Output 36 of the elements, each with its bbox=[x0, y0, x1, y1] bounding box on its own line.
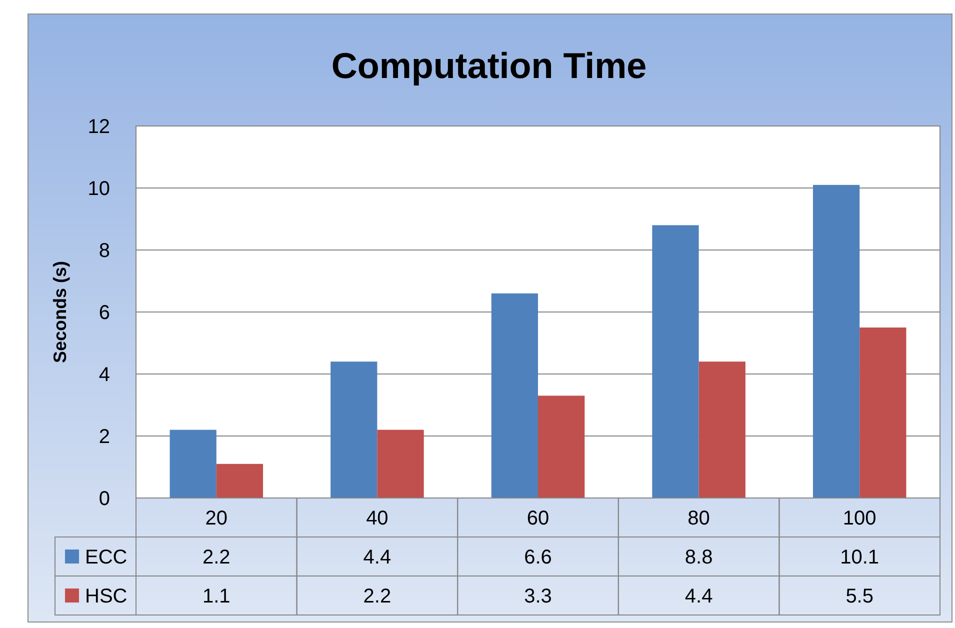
y-axis-title: Seconds (s) bbox=[50, 260, 70, 364]
data-label: 8.8 bbox=[684, 546, 713, 568]
bar bbox=[330, 362, 378, 498]
data-label: 4.4 bbox=[363, 546, 392, 568]
data-label: 2.2 bbox=[202, 546, 230, 568]
y-tick-label: 2 bbox=[98, 426, 110, 448]
bar bbox=[170, 430, 216, 498]
legend-label: ECC bbox=[85, 546, 128, 568]
x-tick-label: 100 bbox=[842, 508, 876, 530]
y-tick-label: 8 bbox=[98, 240, 110, 262]
x-tick-label: 60 bbox=[526, 508, 550, 530]
y-tick-label: 10 bbox=[88, 178, 110, 200]
x-tick-label: 40 bbox=[366, 508, 388, 530]
bar bbox=[377, 430, 424, 498]
bar bbox=[491, 293, 538, 498]
y-tick-label: 12 bbox=[88, 116, 110, 138]
bar bbox=[812, 184, 860, 498]
data-label: 4.4 bbox=[684, 586, 713, 608]
data-label: 1.1 bbox=[202, 586, 230, 608]
legend-label: HSC bbox=[85, 586, 128, 608]
data-label: 6.6 bbox=[524, 546, 552, 568]
y-tick-label: 6 bbox=[98, 302, 110, 324]
bar bbox=[652, 225, 699, 498]
bar bbox=[698, 362, 746, 498]
x-tick-label: 20 bbox=[205, 508, 228, 530]
y-tick-label: 4 bbox=[98, 364, 110, 386]
chart-title: Computation Time bbox=[331, 45, 647, 86]
bar bbox=[538, 396, 585, 498]
x-tick-label: 80 bbox=[688, 508, 710, 530]
data-label: 2.2 bbox=[363, 586, 392, 608]
bar bbox=[860, 328, 906, 498]
data-label: 5.5 bbox=[846, 586, 874, 608]
y-tick-label: 0 bbox=[98, 488, 110, 510]
data-label: 10.1 bbox=[840, 546, 880, 568]
data-label: 3.3 bbox=[524, 586, 552, 608]
bar bbox=[216, 464, 264, 498]
